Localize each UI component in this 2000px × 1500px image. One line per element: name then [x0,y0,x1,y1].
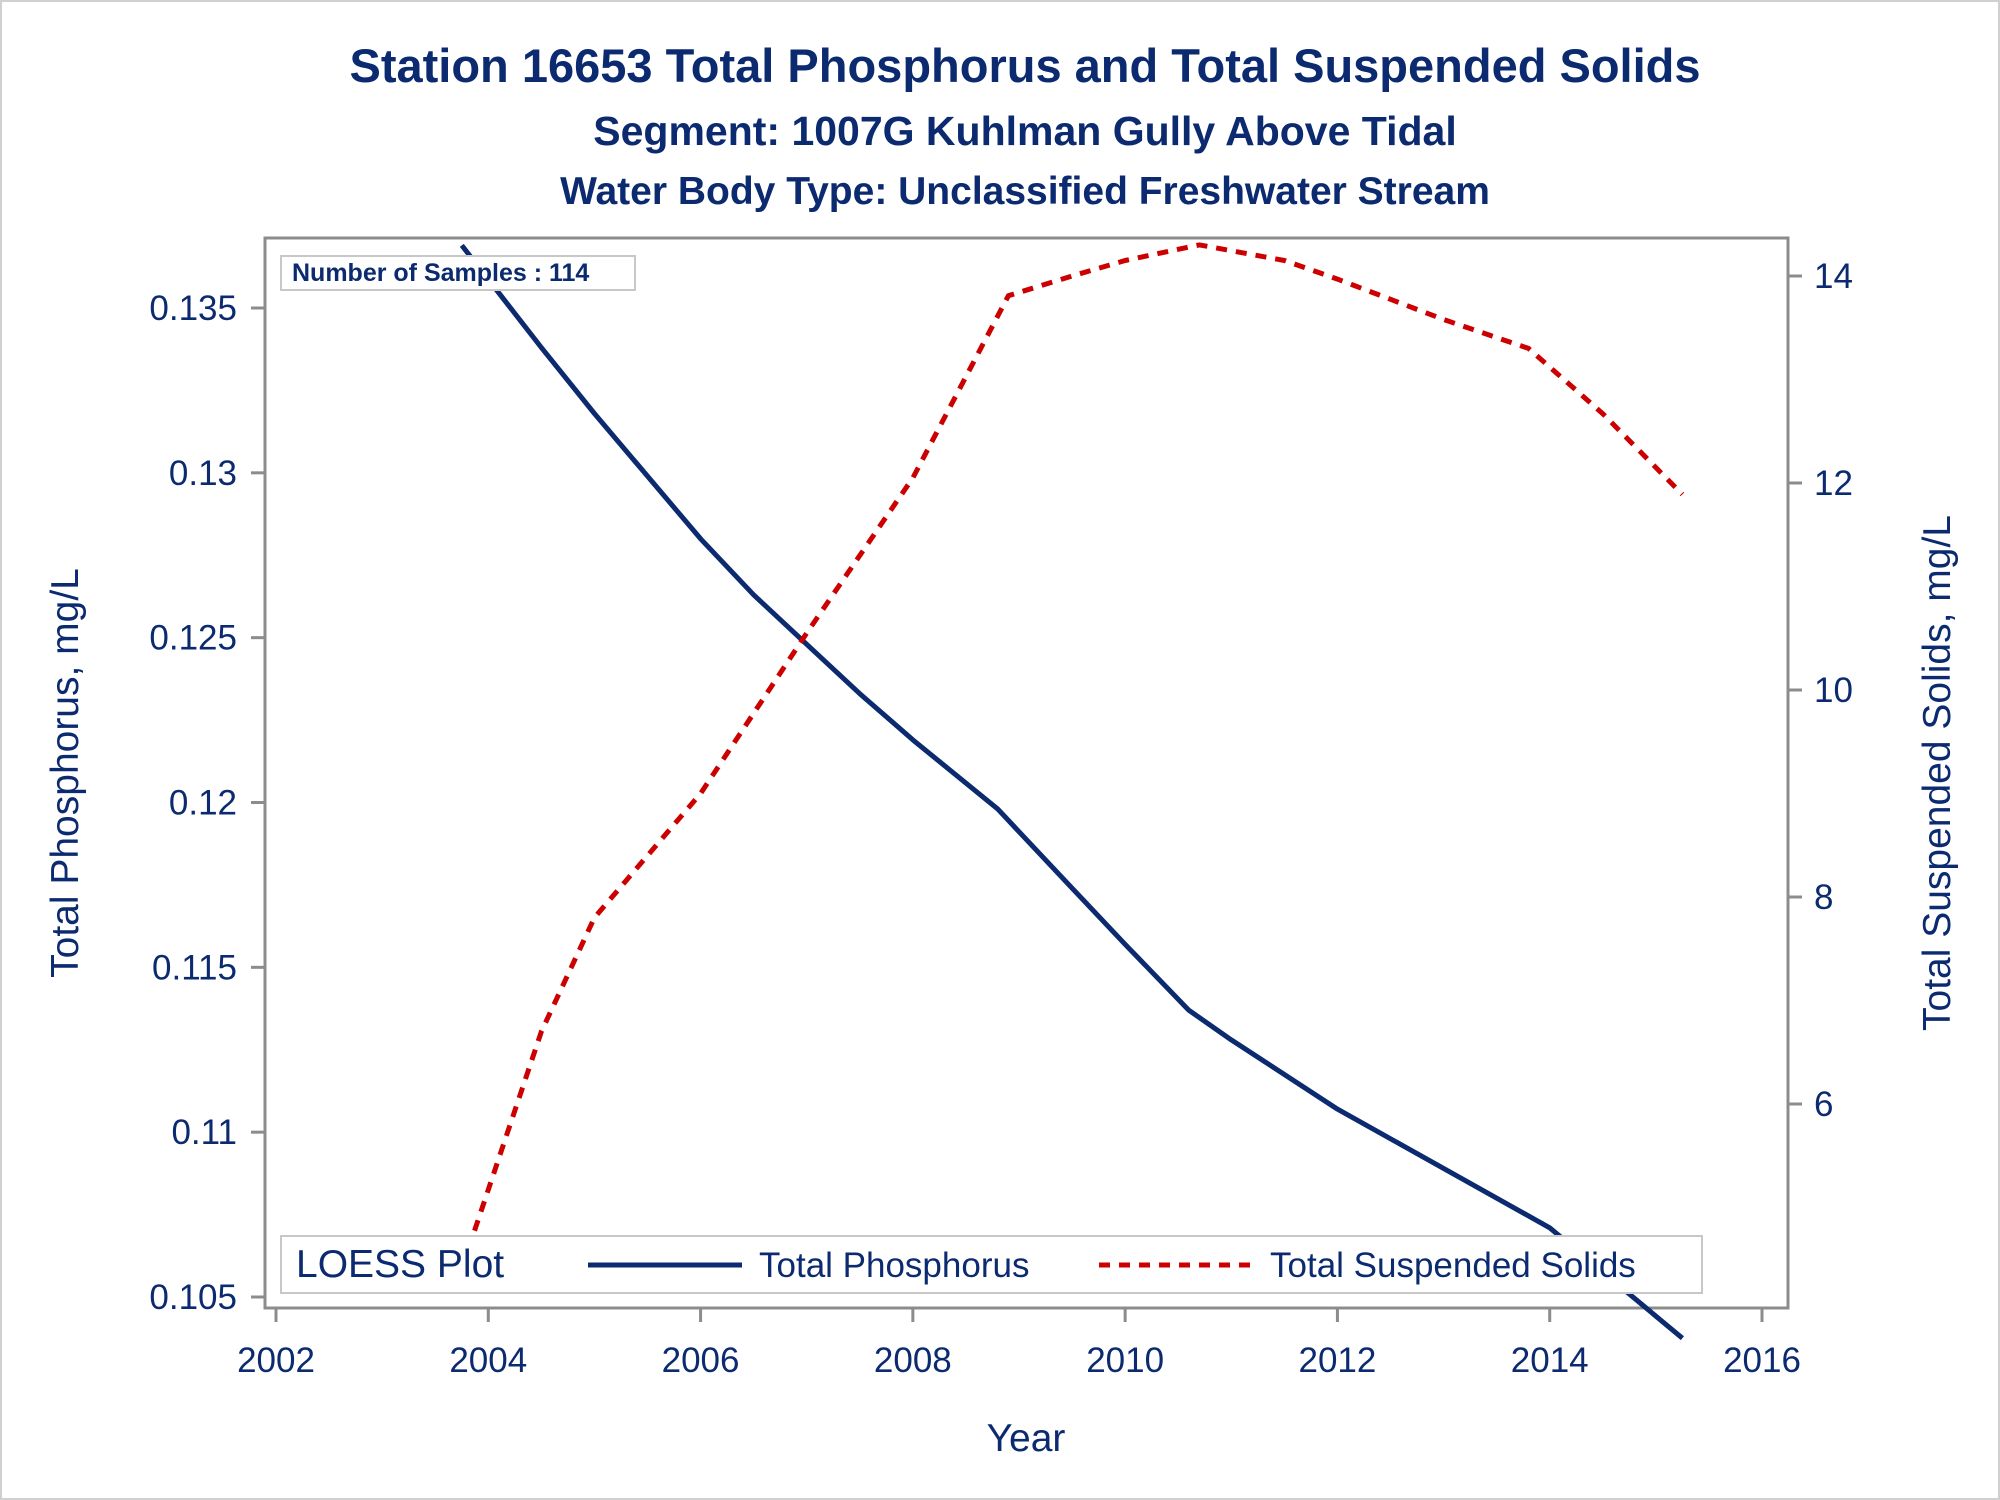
chart-title: Station 16653 Total Phosphorus and Total… [350,39,1701,92]
y-right-tick-label: 12 [1814,464,1853,503]
y-right-tick-label: 14 [1814,257,1853,296]
x-tick-label: 2004 [449,1341,527,1380]
series-line-total-phosphorus [459,243,1684,1341]
y-axis-right: 6 8 10 12 14 [1788,257,1853,1124]
x-tick-label: 2012 [1298,1341,1376,1380]
series-line-total-suspended-solids [459,242,1685,1270]
chart-subtitle: Segment: 1007G Kuhlman Gully Above Tidal [593,108,1456,154]
sample-count-box [280,255,636,291]
y-left-tick-label: 0.13 [169,454,237,493]
y-left-tick-label: 0.125 [149,619,237,658]
y-right-tick-label: 10 [1814,671,1853,710]
series-layer [459,242,1685,1341]
y-left-tick-label: 0.11 [171,1113,237,1152]
y-axis-left: 0.105 0.11 0.115 0.12 0.125 0.13 0.135 [149,289,265,1317]
x-axis-label: Year [987,1417,1066,1460]
legend-label-solids: Total Suspended Solids [1270,1246,1636,1285]
y-left-tick-label: 0.12 [169,784,237,823]
x-tick-label: 2016 [1723,1341,1801,1380]
chart-subtitle-2: Water Body Type: Unclassified Freshwater… [560,170,1490,213]
y-left-tick-label: 0.105 [149,1278,237,1317]
x-tick-label: 2002 [237,1341,315,1380]
y-left-tick-label: 0.115 [152,948,237,987]
plot-area [263,236,1790,1310]
y-axis-label-left: Total Phosphorus, mg/L [44,568,87,978]
y-axis-label-right: Total Suspended Solids, mg/L [1916,515,1959,1031]
x-tick-label: 2014 [1511,1341,1589,1380]
legend-title: LOESS Plot [296,1243,504,1286]
sample-count-label: Number of Samples : 114 [292,259,589,287]
x-tick-label: 2008 [874,1341,952,1380]
x-axis: 2002 2004 2006 2008 2010 2012 2014 2016 [237,1308,1801,1380]
y-right-tick-label: 6 [1814,1085,1833,1124]
y-right-tick-label: 8 [1814,878,1833,917]
legend: LOESS Plot Total Phosphorus Total Suspen… [280,1235,1703,1294]
x-tick-label: 2006 [662,1341,740,1380]
legend-label-phosphorus: Total Phosphorus [759,1246,1029,1285]
legend-box [280,1235,1703,1294]
x-tick-label: 2010 [1086,1341,1164,1380]
y-left-tick-label: 0.135 [149,289,237,328]
